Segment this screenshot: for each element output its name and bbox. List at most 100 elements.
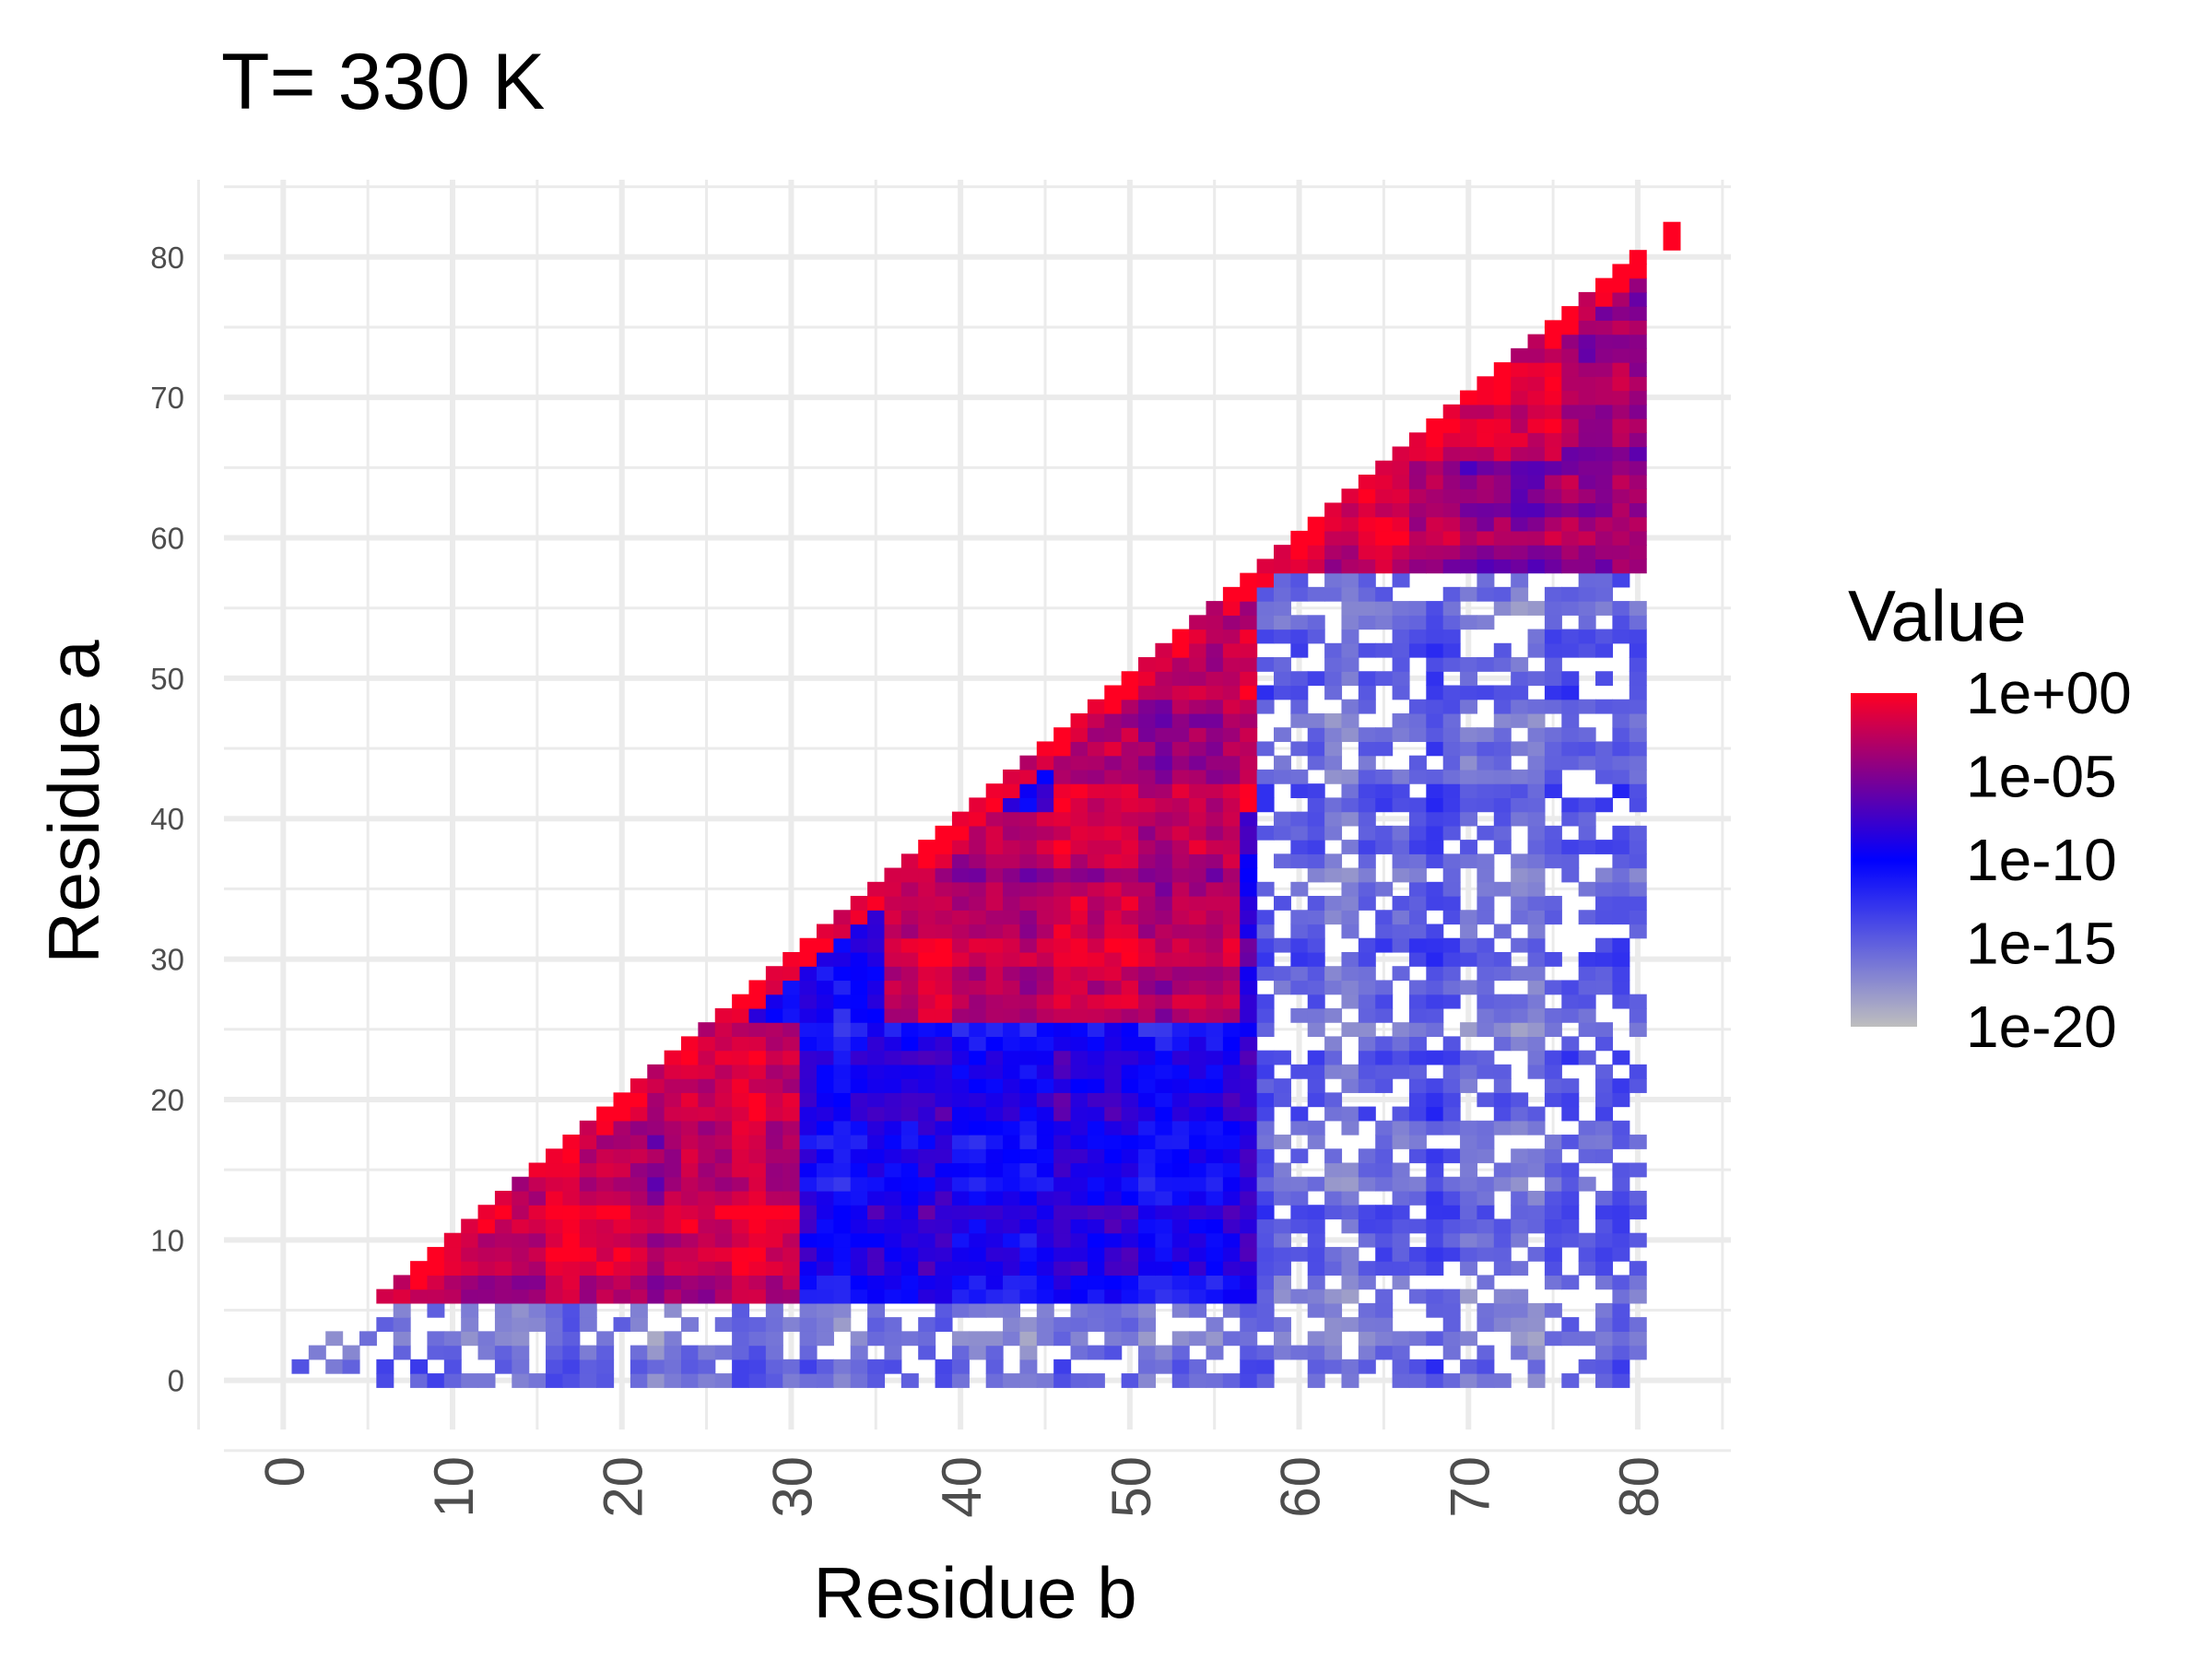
heatmap-cell (1171, 685, 1190, 700)
heatmap-cell (1358, 1232, 1376, 1248)
heatmap-cell (1273, 615, 1291, 630)
heatmap-cell (1222, 896, 1241, 911)
heatmap-cell (1561, 1162, 1580, 1178)
heatmap-cell (1070, 1373, 1088, 1388)
heatmap-cell (951, 937, 970, 953)
heatmap-cell (1341, 980, 1359, 995)
heatmap-cell (1104, 1331, 1123, 1347)
heatmap-cell (596, 1232, 615, 1248)
heatmap-cell (1460, 924, 1478, 939)
heatmap-cell (900, 1078, 919, 1093)
heatmap-cell (1206, 727, 1224, 743)
heatmap-cell (1629, 1190, 1647, 1206)
heatmap-cell (1036, 825, 1054, 841)
heatmap-cell (1053, 937, 1072, 953)
heatmap-cell (1358, 559, 1376, 574)
heatmap-cell (1273, 1190, 1291, 1206)
heatmap-cell (1070, 1078, 1088, 1093)
heatmap-cell (1189, 615, 1207, 630)
heatmap-cell (748, 1359, 767, 1374)
heatmap-cell (664, 1345, 682, 1360)
heatmap-cell (1408, 1092, 1427, 1108)
heatmap-cell (1408, 910, 1427, 925)
heatmap-cell (1511, 853, 1529, 869)
heatmap-cell (1087, 994, 1105, 1009)
heatmap-cell (1426, 712, 1444, 728)
heatmap-cell (1493, 741, 1512, 757)
heatmap-cell (1121, 811, 1139, 827)
heatmap-cell (1426, 657, 1444, 672)
heatmap-cell (1053, 853, 1072, 869)
heatmap-cell (1206, 615, 1224, 630)
heatmap-cell (681, 1064, 699, 1079)
heatmap-cell (1527, 853, 1546, 869)
heatmap-cell (1121, 1246, 1139, 1262)
heatmap-cell (918, 910, 936, 925)
heatmap-cell (1477, 980, 1495, 995)
heatmap-cell (1375, 559, 1394, 574)
heatmap-cell (1477, 1148, 1495, 1164)
heatmap-cell (1358, 615, 1376, 630)
heatmap-cell (1408, 1148, 1427, 1164)
heatmap-cell (1527, 1190, 1546, 1206)
heatmap-cell (714, 1106, 733, 1122)
heatmap-cell (799, 1120, 818, 1135)
heatmap-cell (1273, 937, 1291, 953)
heatmap-cell (1375, 1288, 1394, 1304)
heatmap-cell (816, 966, 834, 982)
heatmap-cell (1256, 924, 1275, 939)
x-tick-label: 40 (931, 1456, 993, 1518)
heatmap-cell (833, 1148, 852, 1164)
heatmap-cell (1121, 1078, 1139, 1093)
heatmap-cell (1206, 1078, 1224, 1093)
heatmap-cell (1138, 1373, 1156, 1388)
heatmap-cell (969, 881, 987, 897)
heatmap-cell (1290, 1106, 1309, 1122)
heatmap-cell (1612, 418, 1630, 433)
heatmap-cell (900, 1176, 919, 1192)
heatmap-cell (308, 1345, 326, 1360)
heatmap-cell (1171, 825, 1190, 841)
heatmap-cell (1477, 966, 1495, 982)
heatmap-cell (1629, 783, 1647, 798)
heatmap-cell (1256, 1176, 1275, 1192)
heatmap-cell (1442, 1331, 1461, 1347)
heatmap-cell (951, 881, 970, 897)
heatmap-cell (1544, 1135, 1562, 1149)
heatmap-cell (1121, 1275, 1139, 1290)
heatmap-cell (1155, 1022, 1173, 1037)
heatmap-cell (1189, 755, 1207, 771)
heatmap-cell (1392, 642, 1410, 658)
heatmap-cell (900, 1092, 919, 1108)
heatmap-cell (1578, 362, 1596, 377)
heatmap-cell (647, 1218, 665, 1234)
heatmap-cell (867, 1022, 886, 1037)
heatmap-cell (1341, 1190, 1359, 1206)
heatmap-cell (1240, 1261, 1258, 1277)
heatmap-cell (494, 1331, 512, 1347)
legend-colorbar (1851, 693, 1917, 1027)
heatmap-cell (1121, 1050, 1139, 1065)
heatmap-cell (1511, 1331, 1529, 1347)
heatmap-cell (579, 1120, 597, 1135)
heatmap-cell (1307, 980, 1325, 995)
heatmap-cell (1019, 1135, 1038, 1149)
heatmap-cell (951, 910, 970, 925)
heatmap-cell (1392, 1135, 1410, 1149)
heatmap-cell (1155, 1162, 1173, 1178)
heatmap-cell (1138, 685, 1156, 700)
heatmap-cell (884, 937, 902, 953)
heatmap-cell (1629, 896, 1647, 911)
heatmap-cell (1206, 1176, 1224, 1192)
heatmap-cell (1527, 840, 1546, 854)
heatmap-cell (1138, 1135, 1156, 1149)
heatmap-cell (1477, 994, 1495, 1009)
heatmap-cell (562, 1205, 581, 1220)
heatmap-cell (782, 1205, 801, 1220)
heatmap-cell (1138, 1190, 1156, 1206)
heatmap-cell (935, 1092, 953, 1108)
heatmap-cell (1256, 1373, 1275, 1388)
heatmap-cell (1206, 601, 1224, 616)
heatmap-cell (935, 980, 953, 995)
heatmap-cell (1087, 980, 1105, 995)
